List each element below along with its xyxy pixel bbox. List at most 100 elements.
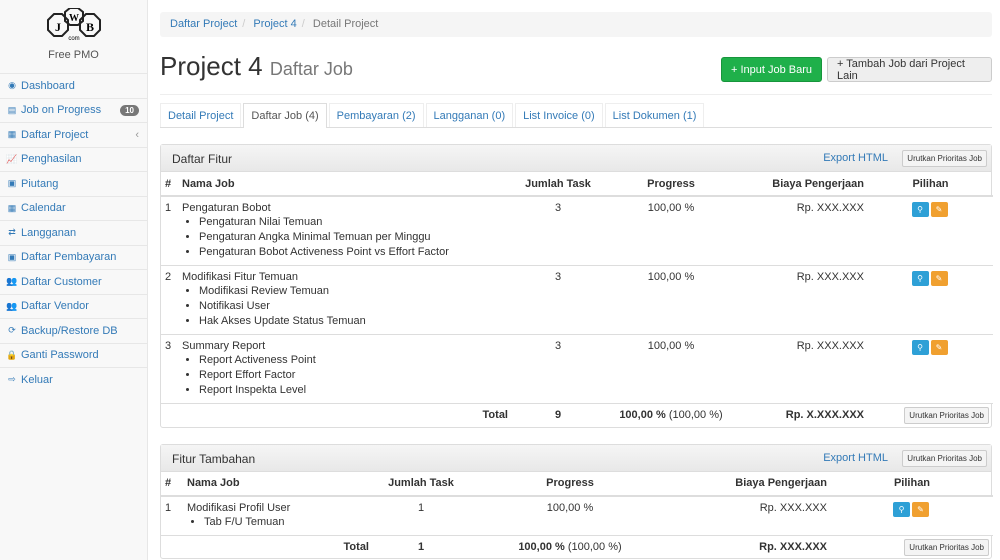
tab-pembayaran[interactable]: Pembayaran (2) bbox=[328, 103, 424, 127]
search-icon[interactable]: ⚲ bbox=[911, 340, 929, 355]
task-item: Pengaturan Nilai Temuan bbox=[199, 215, 508, 230]
sidebar-item-label: Piutang bbox=[21, 177, 59, 190]
refresh-icon: ⟳ bbox=[8, 325, 16, 336]
total-progress-detail: (100,00 %) bbox=[668, 409, 723, 422]
sidebar: J W B com Free PMO ◉ Dashboard ▤ Job on Pro… bbox=[0, 0, 148, 560]
total-label: Total bbox=[482, 409, 508, 422]
tab-langganan[interactable]: Langganan (0) bbox=[425, 103, 514, 127]
sidebar-item-penghasilan[interactable]: 📈 Penghasilan bbox=[0, 146, 147, 172]
task-item: Report Inspekta Level bbox=[199, 383, 508, 398]
export-html-link[interactable]: Export HTML bbox=[823, 451, 888, 464]
progress: 100,00 % bbox=[469, 495, 671, 535]
sidebar-item-daftar-project[interactable]: ▦ Daftar Project ‹ bbox=[0, 122, 147, 147]
sidebar-item-label: Daftar Pembayaran bbox=[21, 251, 117, 264]
column-header: Progress bbox=[604, 172, 738, 197]
sidebar-item-daftar-vendor[interactable]: 👥 Daftar Vendor bbox=[0, 293, 147, 319]
sort-priority-button[interactable]: Urutkan Prioritas Job bbox=[902, 150, 987, 167]
cost: Rp. XXX.XXX bbox=[738, 334, 868, 404]
column-header: # bbox=[161, 172, 178, 197]
sidebar-item-langganan[interactable]: ⇄ Langganan bbox=[0, 220, 147, 245]
total-cost: Rp. X.XXX.XXX bbox=[785, 409, 864, 422]
sidebar-item-label: Daftar Project bbox=[21, 128, 89, 141]
input-job-baru-button[interactable]: + Input Job Baru bbox=[721, 57, 823, 82]
cost: Rp. XXX.XXX bbox=[738, 195, 868, 266]
tab-list-invoice[interactable]: List Invoice (0) bbox=[515, 103, 603, 127]
sidebar-item-label: Calendar bbox=[21, 202, 66, 215]
line-chart-icon: 📈 bbox=[6, 153, 18, 164]
sidebar-item-calendar[interactable]: ▦ Calendar bbox=[0, 195, 147, 221]
page-title: Project 4 Daftar Job bbox=[160, 51, 353, 82]
total-row: Total 1 100,00 % (100,00 %) Rp. XXX.XXX Urut… bbox=[161, 534, 993, 558]
sort-priority-button[interactable]: Urutkan Prioritas Job bbox=[904, 538, 989, 556]
task-list: Report Activeness PointReport Effort Fac… bbox=[199, 353, 508, 398]
sidebar-item-label: Dashboard bbox=[21, 79, 75, 92]
task-item: Report Effort Factor bbox=[199, 368, 508, 383]
panel-title: Daftar Fitur bbox=[172, 152, 233, 166]
sidebar-item-ganti-password[interactable]: 🔒 Ganti Password bbox=[0, 342, 147, 368]
edit-icon[interactable]: ✎ bbox=[930, 340, 948, 355]
sign-out-icon: ⇨ bbox=[8, 374, 16, 385]
column-header: Jumlah Task bbox=[512, 172, 604, 197]
total-row: Total 9 100,00 % (100,00 %) Rp. X.XXX.XXX Ur… bbox=[161, 403, 993, 427]
tambah-job-button[interactable]: + Tambah Job dari Project Lain bbox=[827, 57, 992, 82]
tab-detail-project[interactable]: Detail Project bbox=[160, 103, 242, 127]
tab-daftar-job[interactable]: Daftar Job (4) bbox=[243, 103, 327, 128]
total-progress-detail: (100,00 %) bbox=[567, 540, 622, 553]
sidebar-item-backup-restore-db[interactable]: ⟳ Backup/Restore DB bbox=[0, 318, 147, 343]
column-header: Pilihan bbox=[831, 471, 993, 497]
lock-icon: 🔒 bbox=[6, 349, 18, 360]
chevron-left-icon[interactable]: ‹ bbox=[135, 128, 139, 141]
column-header: Nama Job bbox=[178, 172, 512, 197]
edit-icon[interactable]: ✎ bbox=[930, 271, 948, 286]
task-count: 3 bbox=[512, 334, 604, 404]
sidebar-item-daftar-customer[interactable]: 👥 Daftar Customer bbox=[0, 269, 147, 294]
job-name: Modifikasi Fitur Temuan bbox=[182, 271, 298, 283]
sidebar-item-label: Backup/Restore DB bbox=[21, 324, 118, 337]
column-header: Progress bbox=[469, 471, 671, 497]
task-item: Report Activeness Point bbox=[199, 353, 508, 368]
column-header: Biaya Pengerjaan bbox=[671, 471, 831, 497]
progress: 100,00 % bbox=[604, 195, 738, 266]
logo[interactable]: J W B com Free PMO bbox=[0, 0, 147, 73]
task-item: Hak Akses Update Status Temuan bbox=[199, 314, 508, 329]
cost: Rp. XXX.XXX bbox=[671, 495, 831, 535]
total-progress: 100,00 % bbox=[619, 409, 666, 422]
total-count: 9 bbox=[554, 409, 562, 422]
calendar-icon: ▦ bbox=[7, 202, 17, 213]
table-icon: ▦ bbox=[7, 129, 17, 140]
sidebar-item-daftar-pembayaran[interactable]: ▣ Daftar Pembayaran bbox=[0, 244, 147, 270]
search-icon[interactable]: ⚲ bbox=[893, 501, 910, 517]
job-name: Modifikasi Profil User bbox=[187, 501, 291, 514]
task-list: Modifikasi Review TemuanNotifikasi UserH… bbox=[199, 284, 508, 329]
progress: 100,00 % bbox=[604, 334, 738, 404]
table-row: 2 Modifikasi Fitur TemuanModifikasi Revie… bbox=[161, 265, 993, 335]
tab-list-dokumen[interactable]: List Dokumen (1) bbox=[604, 103, 705, 127]
sort-priority-button[interactable]: Urutkan Prioritas Job bbox=[904, 407, 989, 424]
sidebar-item-label: Ganti Password bbox=[21, 349, 99, 362]
sidebar-item-piutang[interactable]: ▣ Piutang bbox=[0, 171, 147, 196]
export-html-link[interactable]: Export HTML bbox=[823, 152, 888, 164]
money-icon: ▣ bbox=[7, 178, 17, 189]
sidebar-item-label: Penghasilan bbox=[21, 153, 82, 166]
total-progress: 100,00 % bbox=[518, 540, 565, 553]
search-icon[interactable]: ⚲ bbox=[911, 271, 929, 286]
breadcrumb-daftar-project[interactable]: Daftar Project bbox=[170, 18, 238, 30]
sidebar-item-label: Job on Progress bbox=[21, 104, 102, 117]
search-icon[interactable]: ⚲ bbox=[911, 202, 929, 217]
row-number: 1 bbox=[161, 195, 178, 266]
edit-icon[interactable]: ✎ bbox=[912, 501, 929, 517]
breadcrumb-project[interactable]: Project 4 bbox=[253, 18, 297, 30]
column-header: # bbox=[161, 471, 183, 497]
job-count-badge: 10 bbox=[120, 104, 139, 116]
users-icon: 👥 bbox=[6, 276, 18, 287]
task-item: Notifikasi User bbox=[199, 299, 508, 314]
brand-name: Free PMO bbox=[48, 49, 99, 61]
sidebar-item-dashboard[interactable]: ◉ Dashboard bbox=[0, 73, 147, 98]
sidebar-item-job-on-progress[interactable]: ▤ Job on Progress 10 bbox=[0, 97, 147, 123]
sort-priority-button[interactable]: Urutkan Prioritas Job bbox=[902, 449, 987, 467]
total-label: Total bbox=[343, 540, 369, 553]
retweet-icon: ⇄ bbox=[8, 227, 16, 238]
edit-icon[interactable]: ✎ bbox=[930, 202, 948, 217]
sidebar-item-keluar[interactable]: ⇨ Keluar bbox=[0, 367, 147, 392]
